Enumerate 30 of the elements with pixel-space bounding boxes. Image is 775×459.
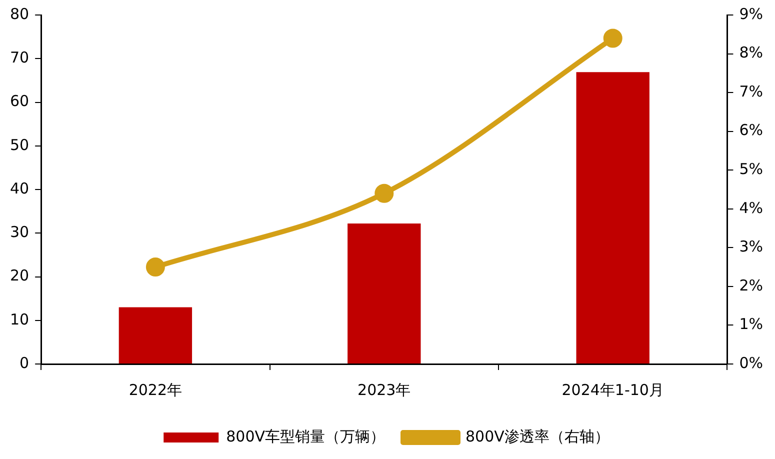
point [603, 28, 622, 48]
legend-label: 800V渗透率（右轴） [466, 427, 610, 446]
point [374, 184, 394, 203]
y-tick-label: 30 [10, 223, 30, 242]
y-tick-label: 80 [10, 4, 30, 23]
x-tick-label: 2023年 [358, 380, 411, 399]
x-tick-label: 2022年 [128, 380, 182, 399]
bar [576, 72, 650, 364]
y2-tick-label: 4% [739, 198, 763, 217]
y2-tick-label: 3% [739, 238, 763, 256]
y-tick-label: 10 [10, 310, 30, 328]
y2-tick-label: 5% [739, 160, 763, 178]
y2-tick-label: 8% [739, 44, 763, 62]
y2-tick-label: 1% [739, 315, 763, 334]
y-tick-label: 60 [10, 92, 30, 110]
y-tick-label: 40 [10, 179, 30, 198]
bar [118, 307, 192, 364]
y2-tick-label: 6% [739, 121, 763, 140]
y2-tick-label: 0% [739, 354, 763, 372]
x-tick-label: 2024年1-10月 [562, 380, 664, 399]
bar [348, 224, 421, 364]
y-tick-label: 20 [10, 266, 30, 285]
point [146, 258, 165, 277]
y-tick-label: 70 [10, 48, 30, 67]
y-tick-label: 0 [20, 354, 30, 372]
y-tick-label: 50 [10, 136, 30, 154]
y2-tick-label: 9% [739, 4, 763, 23]
y2-tick-label: 7% [739, 82, 763, 100]
legend-label: 800V车型销量（万辆） [226, 427, 386, 446]
y2-tick-label: 2% [739, 276, 763, 294]
